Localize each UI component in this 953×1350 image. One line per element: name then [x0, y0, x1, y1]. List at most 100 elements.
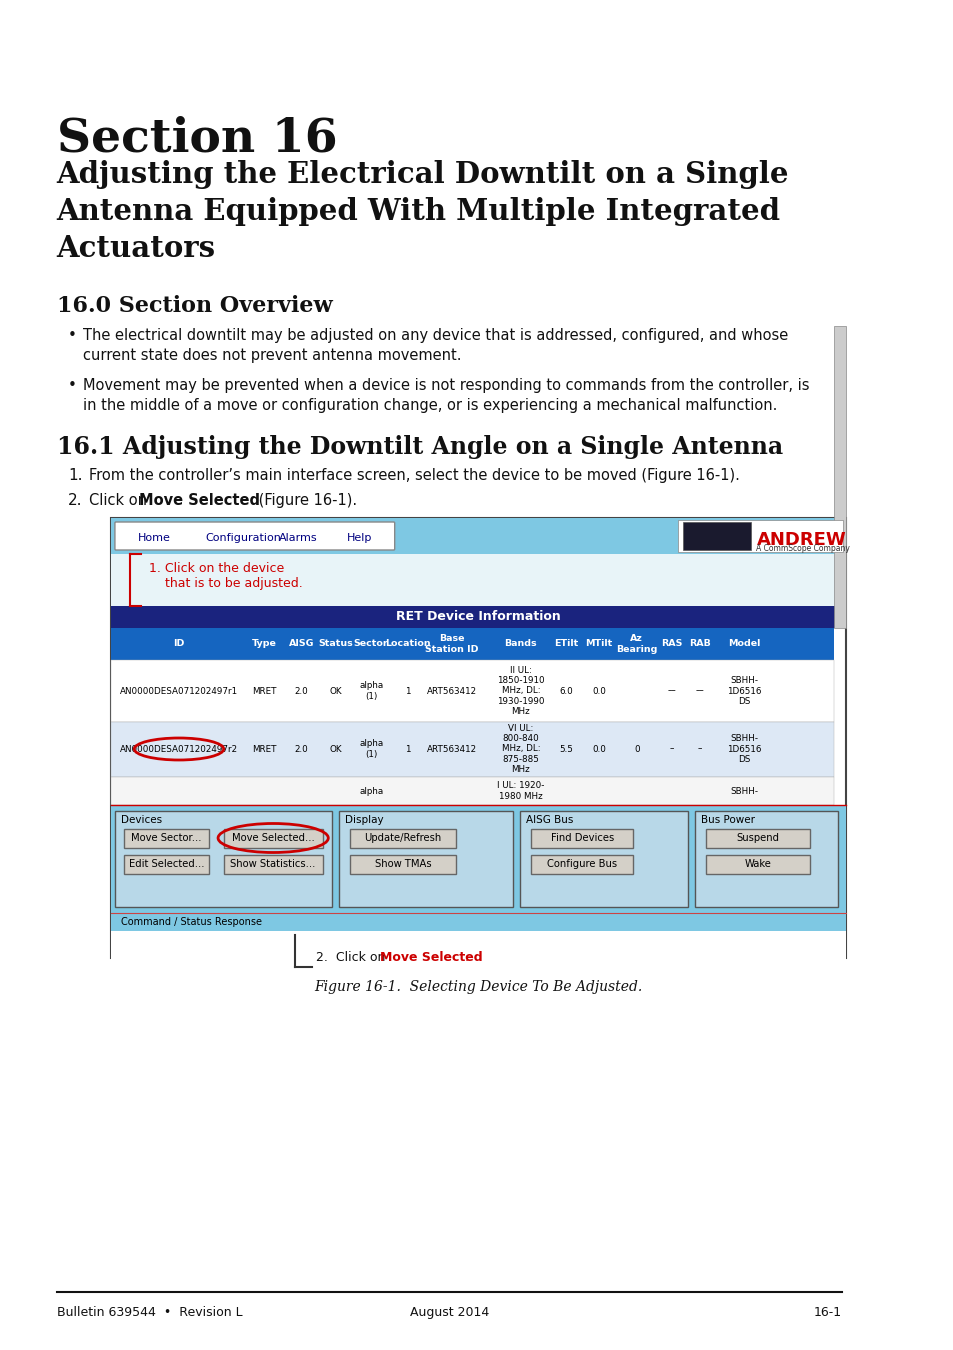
- Bar: [112, 778, 833, 805]
- Text: Move Selected: Move Selected: [139, 493, 260, 508]
- FancyBboxPatch shape: [124, 855, 209, 873]
- Text: Configure Bus: Configure Bus: [546, 859, 617, 869]
- Text: Devices: Devices: [120, 815, 161, 825]
- Text: .: .: [464, 950, 468, 964]
- FancyBboxPatch shape: [531, 829, 633, 848]
- Text: SBHH-
1D6516
DS: SBHH- 1D6516 DS: [726, 734, 760, 764]
- Text: RAS: RAS: [660, 640, 681, 648]
- Text: 0.0: 0.0: [592, 744, 605, 753]
- Text: SBHH-: SBHH-: [729, 787, 758, 795]
- Text: Suspend: Suspend: [736, 833, 779, 842]
- Text: Movement may be prevented when a device is not responding to commands from the c: Movement may be prevented when a device …: [83, 378, 808, 413]
- Text: ART563412: ART563412: [427, 687, 476, 695]
- FancyBboxPatch shape: [338, 811, 513, 907]
- Text: RET Device Information: RET Device Information: [395, 610, 560, 624]
- FancyBboxPatch shape: [224, 829, 323, 848]
- Text: A CommScope Company: A CommScope Company: [756, 544, 849, 554]
- Text: Move Selected: Move Selected: [379, 950, 481, 964]
- Text: Click on: Click on: [90, 493, 152, 508]
- Text: Command / Status Response: Command / Status Response: [120, 917, 261, 927]
- Text: Show TMAs: Show TMAs: [375, 859, 431, 869]
- Text: Section 16: Section 16: [56, 115, 336, 161]
- Text: 16.0 Section Overview: 16.0 Section Overview: [56, 296, 332, 317]
- Bar: [678, 520, 842, 552]
- Text: 1: 1: [405, 744, 410, 753]
- FancyBboxPatch shape: [114, 522, 395, 549]
- Text: MTilt: MTilt: [585, 640, 612, 648]
- Text: OK: OK: [329, 687, 341, 695]
- Text: Location: Location: [385, 640, 430, 648]
- Bar: [833, 325, 845, 628]
- Text: Base
Station ID: Base Station ID: [425, 634, 478, 653]
- Text: •: •: [68, 378, 76, 393]
- FancyBboxPatch shape: [124, 829, 209, 848]
- Text: ID: ID: [173, 640, 185, 648]
- Text: Help: Help: [346, 533, 372, 543]
- Text: RAB: RAB: [688, 640, 710, 648]
- Bar: [682, 522, 750, 549]
- FancyBboxPatch shape: [531, 855, 633, 873]
- FancyBboxPatch shape: [695, 811, 838, 907]
- Text: alpha
(1): alpha (1): [358, 682, 383, 701]
- Bar: [112, 628, 833, 660]
- Text: Model: Model: [727, 640, 760, 648]
- Text: 1.: 1.: [68, 468, 82, 483]
- FancyBboxPatch shape: [114, 811, 332, 907]
- FancyBboxPatch shape: [706, 829, 809, 848]
- Text: Move Sector...: Move Sector...: [132, 833, 202, 842]
- Text: ETilt: ETilt: [554, 640, 578, 648]
- Text: 2.0: 2.0: [294, 687, 308, 695]
- Text: 6.0: 6.0: [558, 687, 573, 695]
- Text: Update/Refresh: Update/Refresh: [364, 833, 441, 842]
- Text: Bulletin 639544  •  Revision L: Bulletin 639544 • Revision L: [56, 1305, 242, 1319]
- Text: The electrical downtilt may be adjusted on any device that is addressed, configu: The electrical downtilt may be adjusted …: [83, 328, 787, 363]
- Text: –: –: [697, 744, 701, 753]
- Bar: [112, 554, 845, 606]
- Text: Sector: Sector: [354, 640, 388, 648]
- Text: AISG Bus: AISG Bus: [525, 815, 573, 825]
- Text: AN0000DESA071202497r2: AN0000DESA071202497r2: [120, 744, 238, 753]
- Text: Wake: Wake: [744, 859, 771, 869]
- Bar: [112, 518, 845, 553]
- Text: 2.  Click on: 2. Click on: [315, 950, 389, 964]
- Text: Bands: Bands: [504, 640, 537, 648]
- Text: Alarms: Alarms: [278, 533, 317, 543]
- Text: Home: Home: [137, 533, 171, 543]
- Text: August 2014: August 2014: [409, 1305, 489, 1319]
- Bar: [112, 722, 833, 778]
- Text: Edit Selected...: Edit Selected...: [129, 859, 204, 869]
- Bar: [112, 606, 845, 628]
- Text: Configuration: Configuration: [205, 533, 281, 543]
- Text: 0.0: 0.0: [592, 687, 605, 695]
- FancyBboxPatch shape: [706, 855, 809, 873]
- FancyBboxPatch shape: [350, 855, 456, 873]
- FancyBboxPatch shape: [350, 829, 456, 848]
- Text: that is to be adjusted.: that is to be adjusted.: [149, 576, 302, 590]
- Text: alpha: alpha: [358, 787, 383, 795]
- Text: 1. Click on the device: 1. Click on the device: [149, 562, 284, 575]
- Text: AN0000DESA071202497r1: AN0000DESA071202497r1: [120, 687, 238, 695]
- Text: Type: Type: [252, 640, 276, 648]
- Text: Adjusting the Electrical Downtilt on a Single
Antenna Equipped With Multiple Int: Adjusting the Electrical Downtilt on a S…: [56, 161, 788, 263]
- Text: Show Statistics...: Show Statistics...: [231, 859, 315, 869]
- Text: (Figure 16-1).: (Figure 16-1).: [254, 493, 357, 508]
- Text: ART563412: ART563412: [427, 744, 476, 753]
- Bar: [112, 660, 833, 722]
- Text: OK: OK: [329, 744, 341, 753]
- Text: 16.1 Adjusting the Downtilt Angle on a Single Antenna: 16.1 Adjusting the Downtilt Angle on a S…: [56, 435, 781, 459]
- Text: –: –: [669, 744, 673, 753]
- FancyBboxPatch shape: [519, 811, 687, 907]
- Text: 16-1: 16-1: [813, 1305, 841, 1319]
- Text: 0: 0: [634, 744, 639, 753]
- Text: ANDREW: ANDREW: [756, 531, 845, 549]
- Text: Figure 16-1.  Selecting Device To Be Adjusted.: Figure 16-1. Selecting Device To Be Adju…: [314, 980, 642, 994]
- Text: Az
Bearing: Az Bearing: [616, 634, 657, 653]
- Text: 2.0: 2.0: [294, 744, 308, 753]
- Text: II UL:
1850-1910
MHz, DL:
1930-1990
MHz: II UL: 1850-1910 MHz, DL: 1930-1990 MHz: [497, 667, 544, 716]
- Text: Move Selected...: Move Selected...: [232, 833, 314, 842]
- Text: I UL: 1920-
1980 MHz: I UL: 1920- 1980 MHz: [497, 782, 544, 801]
- Text: VI UL:
800-840
MHz, DL:
875-885
MHz: VI UL: 800-840 MHz, DL: 875-885 MHz: [501, 725, 539, 774]
- Text: AISG: AISG: [289, 640, 314, 648]
- Text: SBHH-
1D6516
DS: SBHH- 1D6516 DS: [726, 676, 760, 706]
- Text: 1: 1: [405, 687, 410, 695]
